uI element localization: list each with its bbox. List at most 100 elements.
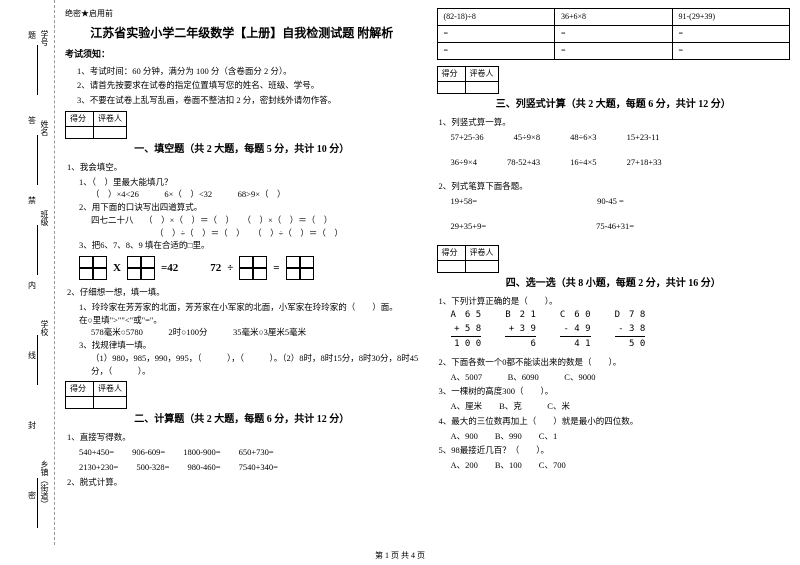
section-1-title: 一、填空题（共 2 大题，每题 5 分，共计 10 分） — [65, 142, 419, 157]
opt-d: D 7 8 - 3 8 5 0 — [615, 309, 646, 352]
section-3-title: 三、列竖式计算（共 2 大题，每题 6 分，共计 12 分） — [437, 97, 791, 112]
score-cell — [465, 82, 498, 94]
calc2-cell: = — [672, 26, 790, 43]
score-cell: 评卷人 — [94, 111, 127, 126]
vert-item: 57+25-36 — [451, 131, 484, 144]
calc-item: 540+450= — [79, 446, 114, 459]
score-cell — [94, 397, 127, 409]
seal-char: 密 — [28, 490, 36, 501]
calc1-row1: 540+450= 906-609= 1800-900= 650+730= — [79, 446, 419, 459]
choice-q4: 4、最大的三位数再加上（ ）就是最小的四位数。 — [439, 415, 791, 428]
calc2-cell: (82-18)÷8 — [437, 9, 555, 26]
vert-item: 15+23-11 — [627, 131, 660, 144]
bind-line — [37, 478, 38, 528]
calc-item: 650+730= — [239, 446, 274, 459]
arith-n1: 6 5 — [465, 310, 481, 320]
q1b-blank: （ ）×（ ）＝（ ） （ ）×（ ）＝（ ） — [144, 215, 332, 225]
q1a-expr: （ ）×4<26 6×（ ）<32 68>9×（ ） — [91, 188, 419, 201]
choice-q3: 3、一棵树的高度300（ ）。 — [439, 385, 791, 398]
calc2-stem: 2、脱式计算。 — [67, 476, 419, 489]
choice-q1-opts: A 6 5 + 5 8 1 0 0 B 2 1 + 3 9 6 C 6 0 - … — [451, 309, 791, 352]
notice-list: 1、考试时间：60 分钟，满分为 100 分（含卷面分 2 分）。 2、请首先按… — [65, 65, 419, 107]
arith-res: 6 — [505, 336, 536, 352]
arith-res: 1 0 0 — [451, 336, 482, 352]
score-cell — [66, 397, 94, 409]
secret-label: 绝密★启用前 — [65, 8, 419, 20]
vert1-stem: 1、列竖式算一算。 — [439, 116, 791, 129]
notice-title: 考试须知： — [65, 48, 419, 62]
vert2-row2: 29+35+9= 75-46+31= — [451, 220, 791, 233]
binding-margin: 学号 题 姓名 答 班级 禁 内 学校 线 封 乡镇（街道） 密 — [0, 0, 55, 545]
opt-a: A 6 5 + 5 8 1 0 0 — [451, 309, 482, 352]
vert-item: 48÷6×3 — [570, 131, 596, 144]
page: 学号 题 姓名 答 班级 禁 内 学校 线 封 乡镇（街道） 密 绝密★启用前 … — [0, 0, 800, 545]
grid-box — [239, 256, 267, 280]
score-cell — [66, 126, 94, 138]
score-table: 得分评卷人 — [65, 111, 127, 139]
arith-res: 5 0 — [615, 336, 646, 352]
q1c: 3、把6、7、8、9 填在合适的□里。 — [79, 239, 419, 252]
vert-item: 27+18+33 — [627, 156, 662, 169]
score-cell: 得分 — [437, 245, 465, 260]
q1b-label: 四七二十八 — [91, 215, 134, 225]
seal-char: 答 — [28, 115, 36, 126]
calc2-cell: = — [672, 43, 790, 60]
calc-item: 980-460= — [187, 461, 220, 474]
vert1-row1: 57+25-36 45÷9×8 48÷6×3 15+23-11 — [451, 131, 791, 144]
seal-char: 题 — [28, 30, 36, 41]
mul-sign: X — [113, 260, 121, 277]
choice-q2-opts: A、5007 B、6090 C、9000 — [451, 371, 791, 384]
q2-stem: 2、仔细想一想，填一填。 — [67, 286, 419, 299]
bind-field-name: 姓名 — [39, 120, 50, 136]
bind-line — [37, 135, 38, 185]
choice-q5-opts: A、200 B、100 C、700 — [451, 459, 791, 472]
choice-q1: 1、下列计算正确的是（ ）。 — [439, 295, 791, 308]
page-footer: 第 1 页 共 4 页 — [0, 550, 800, 561]
calc2-table: (82-18)÷8 36+6×8 91-(29+39) = = = = = = — [437, 8, 791, 60]
seal-char: 内 — [28, 280, 36, 291]
bind-field-class: 班级 — [39, 210, 50, 226]
q2b: 在○里填">""<"或"="。 — [79, 314, 419, 327]
arith-n1: 7 8 — [629, 310, 645, 320]
calc-item: 906-609= — [132, 446, 165, 459]
calc2-cell: 36+6×8 — [555, 9, 673, 26]
num-72: 72 — [210, 260, 221, 277]
vert-item: 16÷4×5 — [570, 156, 596, 169]
score-table: 得分评卷人 — [437, 66, 499, 94]
score-cell: 得分 — [437, 67, 465, 82]
section-4-title: 四、选一选（共 8 小题，每题 2 分，共计 16 分） — [437, 276, 791, 291]
score-cell: 得分 — [66, 111, 94, 126]
q1b-blank2: （ ）÷（ ）＝（ ） （ ）÷（ ）＝（ ） — [155, 227, 419, 240]
score-cell: 得分 — [66, 382, 94, 397]
q2c: 3、找规律填一填。 — [79, 339, 419, 352]
vert2-stem: 2、列式笔算下面各题。 — [439, 180, 791, 193]
bind-line — [37, 225, 38, 275]
notice-item: 3、不要在试卷上乱写乱画，卷面不整洁扣 2 分，密封线外请勿作答。 — [77, 94, 419, 107]
vert1-row2: 36÷9×4 78-52+43 16÷4×5 27+18+33 — [451, 156, 791, 169]
notice-item: 2、请首先按要求在试卷的指定位置填写您的姓名、班级、学号。 — [77, 79, 419, 92]
q1b-row: 四七二十八 （ ）×（ ）＝（ ） （ ）×（ ）＝（ ） — [91, 214, 419, 227]
seal-char: 禁 — [28, 195, 36, 206]
section-2-title: 二、计算题（共 2 大题，每题 6 分，共计 12 分） — [65, 412, 419, 427]
exam-title: 江苏省实验小学二年级数学【上册】自我检测试题 附解析 — [65, 24, 419, 42]
right-column: (82-18)÷8 36+6×8 91-(29+39) = = = = = = … — [437, 8, 791, 545]
score-cell: 评卷人 — [465, 67, 498, 82]
score-cell — [437, 82, 465, 94]
score-cell — [465, 260, 498, 272]
arith-op: - 3 8 — [615, 323, 646, 337]
bind-line — [37, 45, 38, 95]
grid-box — [127, 256, 155, 280]
vert-item: 78-52+43 — [507, 156, 540, 169]
score-cell: 评卷人 — [94, 382, 127, 397]
vert2-row1: 19+58= 90-45 = — [451, 195, 791, 208]
bind-field-id: 学号 — [39, 30, 50, 46]
opt-c: C 6 0 - 4 9 4 1 — [560, 309, 591, 352]
content-columns: 绝密★启用前 江苏省实验小学二年级数学【上册】自我检测试题 附解析 考试须知： … — [55, 0, 800, 545]
vert-item: 29+35+9= — [451, 220, 487, 233]
calc2-cell: 91-(29+39) — [672, 9, 790, 26]
calc-item: 2130+230= — [79, 461, 118, 474]
arith-op: + 3 9 — [505, 323, 536, 337]
eq-42: =42 — [161, 260, 178, 277]
calc1-stem: 1、直接写得数。 — [67, 431, 419, 444]
q1b: 2、用下面的口诀写出四道算式。 — [79, 201, 419, 214]
